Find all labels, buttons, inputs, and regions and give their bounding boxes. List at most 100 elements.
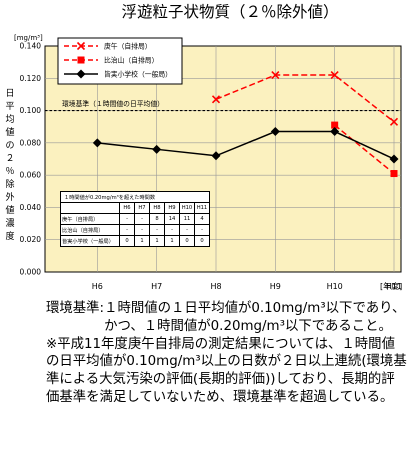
- inset-table-row: 皆実小学校（一般局） 0 1 1 1 0 0: [60, 235, 210, 247]
- inset-cell: 1: [134, 235, 150, 247]
- y-axis-unit: [mg/m³]: [14, 34, 43, 42]
- y-axis-label-char: 度: [5, 230, 14, 242]
- data-point-diamond-marker: [76, 69, 86, 79]
- inset-table-row: 庚午（自排局） - - 8 14 11 4: [60, 213, 210, 225]
- inset-col-header: H7: [134, 202, 150, 214]
- y-axis-label-char: 除: [5, 178, 14, 190]
- legend-label: 庚午（自排局）: [104, 42, 152, 51]
- data-point-x-marker: [271, 70, 280, 80]
- marker-stroke: [211, 95, 221, 104]
- inset-cell: 8: [149, 213, 165, 225]
- y-tick-label: 0.020: [20, 235, 42, 244]
- inset-cell: 0: [179, 235, 195, 247]
- legend: 庚午（自排局） 比治山（自排局） 皆実小学校（一般局）: [57, 37, 183, 85]
- inset-col-header: H11: [194, 202, 210, 214]
- inset-cell: 11: [179, 213, 195, 225]
- inset-cell: -: [179, 224, 195, 236]
- x-tick-label: H9: [270, 282, 281, 291]
- inset-table-corner: [60, 202, 120, 214]
- data-point-diamond-marker: [330, 127, 340, 137]
- data-point-diamond-marker: [152, 144, 162, 154]
- inset-col-header: H8: [149, 202, 165, 214]
- data-point-square-marker: [77, 56, 85, 64]
- x-tick-label: H10: [327, 282, 343, 291]
- data-point-square-marker: [390, 170, 398, 178]
- legend-label: 比治山（自排局）: [104, 56, 158, 65]
- series-layer: [92, 70, 399, 178]
- inset-cell: 4: [194, 213, 210, 225]
- marker-stroke: [330, 70, 339, 80]
- y-tick-label: 0.100: [20, 106, 42, 115]
- inset-cell: -: [134, 213, 150, 225]
- y-axis-label-char: 均: [5, 113, 14, 125]
- x-axis-unit: [年度]: [380, 281, 402, 291]
- y-tick-label: 0.000: [20, 268, 42, 277]
- y-tick-label: 0.060: [20, 171, 42, 180]
- y-axis-label-char: の: [5, 141, 14, 151]
- series-line: [215, 74, 395, 123]
- y-axis-label-char: 値: [5, 126, 14, 138]
- x-tick-label: H8: [210, 282, 221, 291]
- inset-table: １時間値が0.20mg/m³を超えた時間数 H6 H7 H8 H9 H10 H1…: [60, 191, 210, 247]
- chart-title: 浮遊粒子状物質（２％除外値）: [121, 3, 338, 21]
- x-tick-label: H7: [151, 282, 162, 291]
- inset-cell: 1: [149, 235, 165, 247]
- y-axis-label-char: ２: [5, 154, 14, 164]
- legend-label: 皆実小学校（一般局）: [104, 70, 172, 79]
- inset-cell: -: [194, 224, 210, 236]
- inset-table-caption: １時間値が0.20mg/m³を超えた時間数: [60, 191, 210, 203]
- y-axis-label-char: 値: [5, 204, 14, 216]
- inset-cell: -: [164, 224, 180, 236]
- inset-row-name: 庚午（自排局）: [60, 213, 120, 225]
- data-point-diamond-marker: [211, 151, 221, 161]
- series-line: [334, 124, 395, 175]
- inset-cell: 1: [164, 235, 180, 247]
- inset-cell: -: [119, 213, 135, 225]
- y-tick-label: 0.120: [20, 74, 42, 83]
- y-tick-label: 0.080: [20, 138, 42, 147]
- data-point-x-marker: [76, 41, 86, 51]
- inset-cell: 0: [194, 235, 210, 247]
- data-point-square-marker: [331, 121, 339, 129]
- standard-text: １時間値の１日平均値が0.10mg/m³以下であり、かつ、１時間値が0.20mg…: [104, 301, 406, 334]
- y-axis-ticks: 0.000 0.020 0.040 0.060 0.080 0.100 0.120 0.140: [20, 42, 42, 277]
- standard-label: 環境基準:: [46, 301, 105, 316]
- chart: 浮遊粒子状物質（２％除外値） [mg/m³] 0.0000.0200.0400.…: [5, 3, 402, 291]
- data-point-x-marker: [330, 70, 339, 80]
- data-point-x-marker: [389, 117, 399, 126]
- environmental-standard: 環境基準: １時間値の１日平均値が0.10mg/m³以下であり、かつ、１時間値が…: [46, 300, 408, 336]
- inset-row-name: 比治山（自排局）: [60, 224, 120, 236]
- remark-text: ※平成11年度庚午自排局の測定結果については、１時間値の日平均値が0.10mg/…: [46, 336, 407, 405]
- y-axis-label-char: 濃: [5, 217, 14, 229]
- inset-cell: -: [134, 224, 150, 236]
- y-tick-label: 0.040: [20, 203, 42, 212]
- inset-cell: -: [119, 224, 135, 236]
- inset-col-header: H9: [164, 202, 180, 214]
- inset-row-name: 皆実小学校（一般局）: [60, 235, 120, 247]
- data-point-diamond-marker: [389, 154, 399, 164]
- x-tick-label: H11: [386, 282, 402, 291]
- data-point-diamond-marker: [270, 127, 280, 137]
- y-axis-label-char: 外: [5, 191, 14, 203]
- inset-cell: 0: [119, 235, 135, 247]
- inset-cell: -: [149, 224, 165, 236]
- reference-line-label: 環境基準（１時間値の日平均値）: [62, 99, 164, 108]
- series-line: [97, 130, 395, 160]
- inset-col-header: H6: [119, 202, 135, 214]
- marker-stroke: [389, 117, 399, 126]
- y-axis-label-char: ％: [5, 166, 14, 177]
- data-point-diamond-marker: [92, 138, 102, 148]
- y-tick-label: 0.140: [20, 42, 42, 51]
- notes: 環境基準: １時間値の１日平均値が0.10mg/m³以下であり、かつ、１時間値が…: [46, 300, 408, 407]
- x-tick-label: H6: [92, 282, 103, 291]
- marker-stroke: [271, 70, 280, 80]
- inset-cell: 14: [164, 213, 180, 225]
- y-axis-label-char: 平: [5, 101, 14, 112]
- inset-table-row: 比治山（自排局） - - - - - -: [60, 224, 210, 236]
- x-axis-ticks: H6 H7 H8 H9 H10 H11: [92, 282, 402, 291]
- y-axis-label-char: 日: [5, 88, 14, 99]
- data-point-x-marker: [211, 95, 221, 104]
- marker-stroke: [76, 41, 86, 51]
- inset-col-header: H10: [179, 202, 195, 214]
